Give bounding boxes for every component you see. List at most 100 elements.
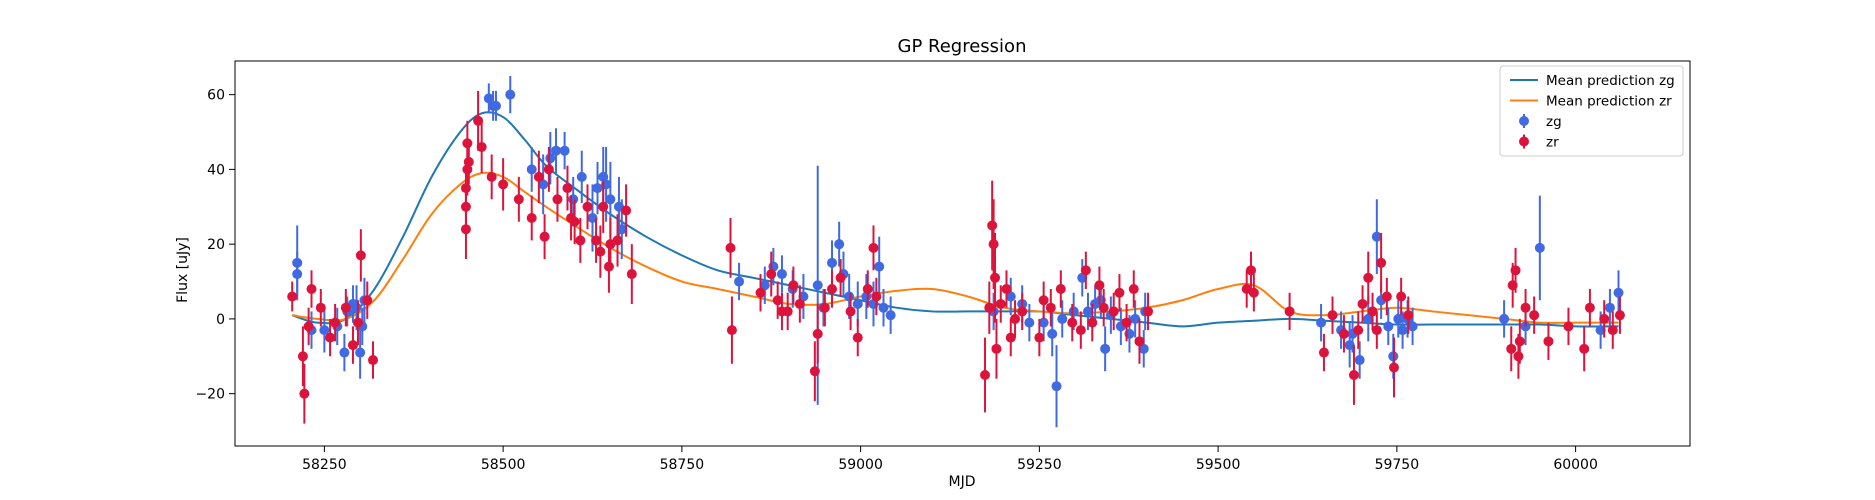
zr-data-point	[1134, 336, 1145, 347]
zr-data-point	[1599, 313, 1610, 324]
zr-data-point	[1128, 284, 1139, 295]
zr-data-point	[726, 325, 737, 336]
zr-data-point	[794, 298, 805, 309]
y-tick-label: 40	[207, 162, 225, 178]
zg-data-point	[827, 257, 838, 268]
zr-data-point	[862, 284, 873, 295]
zr-data-point	[1353, 325, 1364, 336]
zg-data-point	[1130, 313, 1141, 324]
zr-data-point	[990, 272, 1001, 283]
y-tick-label: 20	[207, 237, 225, 253]
zg-data-point	[490, 100, 501, 111]
zr-data-point	[473, 115, 484, 126]
series-zg	[292, 75, 1624, 428]
x-tick-label: 60000	[1553, 457, 1598, 473]
zr-data-point	[299, 388, 310, 399]
zr-data-point	[460, 183, 471, 194]
zr-data-point	[1543, 336, 1554, 347]
zr-data-point	[725, 242, 736, 253]
zr-data-point	[340, 302, 351, 313]
x-tick-label: 59500	[1196, 457, 1241, 473]
zr-data-point	[355, 250, 366, 261]
zr-data-point	[1371, 325, 1382, 336]
zr-data-point	[1034, 332, 1045, 343]
zg-data-point	[1534, 242, 1545, 253]
zr-data-point	[1108, 306, 1119, 317]
zr-data-point	[1067, 317, 1078, 328]
zr-data-point	[1327, 310, 1338, 321]
x-tick-label: 58250	[302, 457, 347, 473]
zr-data-point	[603, 261, 614, 272]
zg-data-point	[559, 145, 570, 156]
zg-data-point	[812, 280, 823, 291]
zr-data-point	[598, 201, 609, 212]
chart-title: GP Regression	[898, 36, 1027, 57]
zg-data-point	[852, 298, 863, 309]
zr-data-point	[1396, 291, 1407, 302]
zr-data-point	[569, 216, 580, 227]
zg-data-point	[861, 291, 872, 302]
zr-data-point	[1563, 321, 1574, 332]
zr-data-point	[612, 235, 623, 246]
zg-data-point	[1047, 328, 1058, 339]
zg-data-point	[616, 224, 627, 235]
zr-data-point	[1038, 295, 1049, 306]
zr-data-point	[1248, 287, 1259, 298]
zr-data-point	[988, 239, 999, 250]
zg-data-point	[776, 269, 787, 280]
zr-data-point	[513, 194, 524, 205]
zr-data-point	[582, 201, 593, 212]
zr-data-point	[595, 246, 606, 257]
zr-data-point	[367, 355, 378, 366]
y-tick-label: 60	[207, 88, 225, 104]
zg-data-point	[1316, 317, 1327, 328]
zr-data-point	[980, 369, 991, 380]
zr-data-point	[1001, 284, 1012, 295]
zr-data-point	[543, 164, 554, 175]
zg-data-point	[885, 310, 896, 321]
legend-point-swatch	[1519, 116, 1529, 126]
zr-data-point	[1338, 328, 1349, 339]
zr-data-point	[868, 242, 879, 253]
x-tick-label: 58750	[660, 457, 705, 473]
zr-data-point	[462, 138, 473, 149]
zr-data-point	[1055, 284, 1066, 295]
zg-data-point	[292, 269, 303, 280]
zr-data-point	[812, 328, 823, 339]
zr-data-point	[303, 321, 314, 332]
legend-label: zg	[1546, 114, 1562, 130]
x-tick-label: 59750	[1375, 457, 1420, 473]
zg-data-point	[878, 302, 889, 313]
zr-data-point	[852, 332, 863, 343]
zg-data-point	[576, 171, 587, 182]
zr-data-point	[1318, 347, 1329, 358]
zr-data-point	[819, 302, 830, 313]
legend-label: Mean prediction zr	[1546, 94, 1672, 110]
zg-data-point	[1100, 343, 1111, 354]
zr-data-point	[788, 280, 799, 291]
zr-data-point	[991, 343, 1002, 354]
zr-data-point	[1381, 291, 1392, 302]
zg-data-point	[1051, 381, 1062, 392]
zg-data-point	[1613, 287, 1624, 298]
legend-box	[1499, 65, 1684, 157]
x-tick-label: 58500	[481, 457, 526, 473]
legend-label: Mean prediction zg	[1546, 73, 1675, 89]
zg-data-point	[1499, 313, 1510, 324]
plot-content	[287, 75, 1625, 428]
zr-data-point	[1584, 302, 1595, 313]
zg-data-point	[483, 93, 494, 104]
zr-data-point	[562, 183, 573, 194]
zr-data-point	[1098, 302, 1109, 313]
zr-data-point	[1579, 343, 1590, 354]
zr-data-point	[845, 306, 856, 317]
zr-data-point	[1520, 302, 1531, 313]
zr-data-point	[1080, 265, 1091, 276]
zr-data-point	[809, 366, 820, 377]
zg-data-point	[1068, 306, 1079, 317]
zr-data-point	[330, 317, 341, 328]
zr-data-point	[1114, 287, 1125, 298]
x-axis-label: MJD	[949, 474, 976, 490]
zr-data-point	[476, 141, 487, 152]
